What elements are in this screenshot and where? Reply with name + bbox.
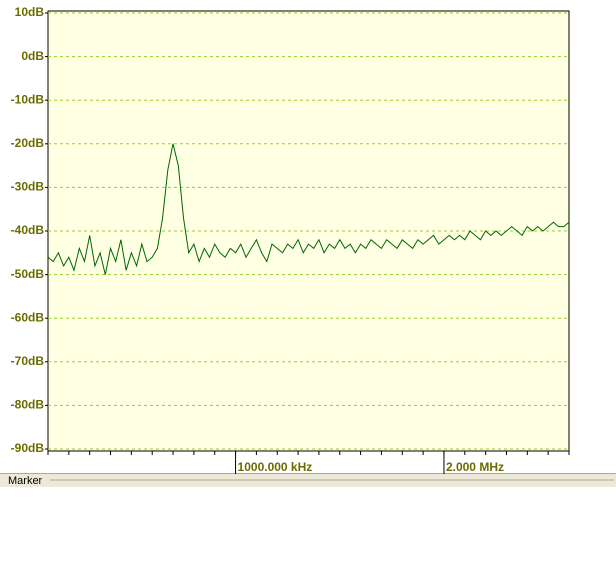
y-tick-label: -90dB [11, 441, 45, 455]
y-tick-label: -60dB [11, 310, 45, 324]
y-tick-label: 0dB [21, 49, 44, 63]
y-tick-label: -70dB [11, 354, 45, 368]
y-tick-label: -80dB [11, 398, 45, 412]
y-tick-label: -20dB [11, 136, 45, 150]
panel-label: Marker [8, 475, 43, 487]
x-tick-label: 1000.000 kHz [238, 460, 313, 474]
x-tick-label: 2.000 MHz [446, 460, 504, 474]
y-tick-label: -50dB [11, 267, 45, 281]
y-tick-label: -30dB [11, 180, 45, 194]
y-tick-label: -10dB [11, 92, 45, 106]
y-tick-label: 10dB [15, 5, 45, 19]
y-tick-label: -40dB [11, 223, 45, 237]
trace [47, 143, 570, 275]
